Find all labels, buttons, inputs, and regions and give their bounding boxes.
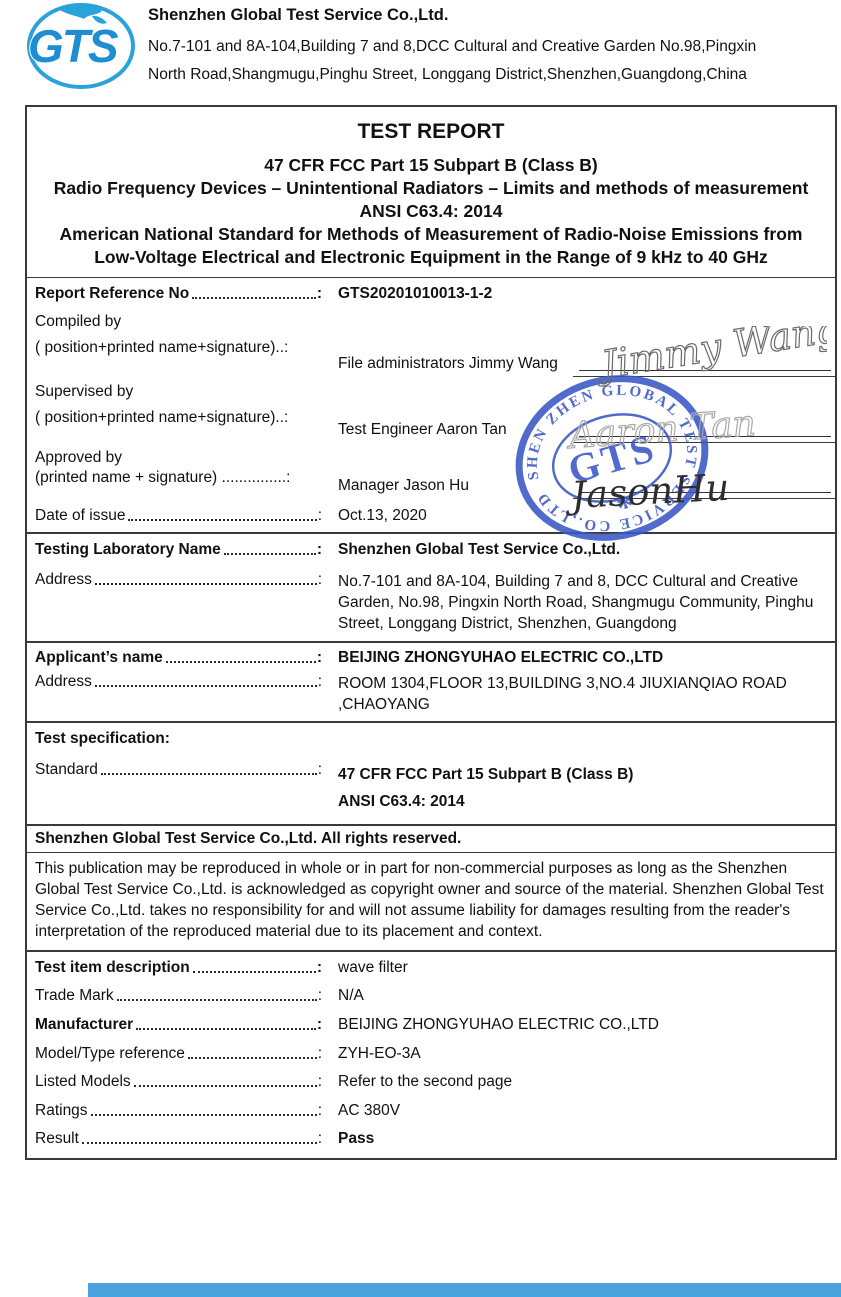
applicant-address-value: ROOM 1304,FLOOR 13,BUILDING 3,NO.4 JIUXI…	[338, 675, 787, 713]
dot-leader	[136, 1027, 316, 1030]
item-value: Pass	[338, 1130, 375, 1148]
signature-line	[579, 492, 831, 493]
approved-signature-cell	[573, 449, 835, 499]
item-label: Test item description:	[35, 958, 322, 976]
signatory-section: Report Reference No: GTS20201010013-1-2 …	[27, 278, 835, 534]
item-value: AC 380V	[338, 1101, 401, 1119]
signature-line	[579, 436, 831, 437]
title-block: TEST REPORT 47 CFR FCC Part 15 Subpart B…	[27, 107, 835, 278]
standard-line-3: ANSI C63.4: 2014	[359, 201, 503, 221]
standard-line-1: 47 CFR FCC Part 15 Subpart B (Class B)	[264, 155, 598, 175]
supervised-signature-cell	[573, 383, 835, 443]
test-spec-section: Test specification: Standard: 47 CFR FCC…	[27, 723, 835, 826]
date-of-issue-row: Date of issue: Oct.13, 2020	[27, 502, 835, 532]
compiled-by-value: File administrators Jimmy Wang	[338, 355, 558, 372]
item-label: Model/Type reference:	[35, 1044, 322, 1062]
lab-name-label: Testing Laboratory Name:	[35, 541, 322, 558]
item-row: Ratings: AC 380V	[27, 1098, 835, 1127]
lab-name-row: Testing Laboratory Name: Shenzhen Global…	[27, 538, 835, 562]
dot-leader	[94, 685, 317, 687]
item-value: BEIJING ZHONGYUHAO ELECTRIC CO.,LTD	[338, 1015, 659, 1033]
dot-leader	[192, 296, 316, 299]
dot-leader	[100, 773, 317, 775]
company-address-line2: North Road,Shangmugu,Pinghu Street, Long…	[148, 66, 747, 83]
compiled-by-row: Compiled by ( position+printed name+sign…	[27, 310, 835, 380]
test-spec-heading: Test specification:	[35, 730, 170, 747]
report-title: TEST REPORT	[357, 120, 505, 143]
date-of-issue-label: Date of issue:	[35, 506, 322, 524]
item-label: Trade Mark:	[35, 987, 322, 1005]
rights-section: Shenzhen Global Test Service Co.,Ltd. Al…	[27, 826, 835, 853]
dot-leader	[165, 661, 316, 663]
report-reference-label: Report Reference No:	[35, 284, 322, 302]
item-description-section: Test item description: wave filter Trade…	[27, 952, 835, 1158]
dot-leader	[223, 553, 316, 555]
item-label: Listed Models:	[35, 1073, 322, 1091]
letterhead-text: Shenzhen Global Test Service Co.,Ltd. No…	[148, 6, 838, 89]
report-reference-value: GTS20201010013-1-2	[338, 284, 493, 302]
standard-value-line1: 47 CFR FCC Part 15 Subpart B (Class B)	[338, 766, 634, 783]
item-row: Test item description: wave filter	[27, 955, 835, 984]
compiled-by-label: Compiled by ( position+printed name+sign…	[35, 313, 289, 356]
item-label: Ratings:	[35, 1101, 322, 1119]
disclaimer-text: This publication may be reproduced in wh…	[27, 853, 835, 952]
dot-leader	[90, 1113, 317, 1116]
standard-line-2: Radio Frequency Devices – Unintentional …	[53, 178, 809, 198]
standard-row: Standard: 47 CFR FCC Part 15 Subpart B (…	[27, 758, 835, 818]
applicant-name-row: Applicant’s name: BEIJING ZHONGYUHAO ELE…	[27, 646, 835, 670]
applicant-address-label: Address:	[35, 673, 322, 690]
standard-value: 47 CFR FCC Part 15 Subpart B (Class B) A…	[322, 761, 835, 815]
compiled-signature-cell	[573, 313, 835, 377]
dot-leader	[128, 518, 317, 521]
supervised-by-row: Supervised by ( position+printed name+si…	[27, 380, 835, 446]
standard-label: Standard:	[35, 761, 322, 778]
item-value: ZYH-EO-3A	[338, 1044, 421, 1062]
applicant-section: Applicant’s name: BEIJING ZHONGYUHAO ELE…	[27, 643, 835, 723]
item-label: Result:	[35, 1130, 322, 1148]
standard-value-line2: ANSI C63.4: 2014	[338, 793, 465, 810]
item-value: wave filter	[338, 958, 408, 976]
item-label: Manufacturer:	[35, 1015, 322, 1033]
approved-by-row: Approved by (printed name + signature) .…	[27, 446, 835, 502]
date-of-issue-value: Oct.13, 2020	[338, 506, 427, 524]
item-value: Refer to the second page	[338, 1073, 513, 1091]
report-table: TEST REPORT 47 CFR FCC Part 15 Subpart B…	[25, 105, 837, 1161]
lab-address-value: No.7-101 and 8A-104, Building 7 and 8, D…	[338, 573, 814, 632]
lab-address-row: Address: No.7-101 and 8A-104, Building 7…	[27, 568, 835, 637]
item-row: Model/Type reference: ZYH-EO-3A	[27, 1041, 835, 1070]
item-row: Listed Models: Refer to the second page	[27, 1069, 835, 1098]
applicant-address-row: Address: ROOM 1304,FLOOR 13,BUILDING 3,N…	[27, 670, 835, 718]
supervised-by-label: Supervised by ( position+printed name+si…	[35, 383, 289, 426]
approved-by-value: Manager Jason Hu	[338, 477, 469, 494]
page-bottom-bar	[88, 1283, 841, 1297]
item-row: Result: Pass	[27, 1127, 835, 1156]
logo-text: GTS	[28, 20, 119, 72]
dot-leader	[81, 1142, 317, 1145]
approved-by-label: Approved by (printed name + signature) .…	[35, 449, 291, 486]
dot-leader	[187, 1056, 317, 1059]
company-address-line1: No.7-101 and 8A-104,Building 7 and 8,DCC…	[148, 38, 757, 55]
item-row: Manufacturer: BEIJING ZHONGYUHAO ELECTRI…	[27, 1012, 835, 1041]
dot-leader	[192, 970, 316, 973]
dot-leader	[94, 583, 317, 585]
letterhead: GTS Shenzhen Global Test Service Co.,Ltd…	[0, 0, 841, 100]
lab-name-value: Shenzhen Global Test Service Co.,Ltd.	[338, 541, 621, 558]
company-name: Shenzhen Global Test Service Co.,Ltd.	[148, 6, 449, 24]
laboratory-section: Testing Laboratory Name: Shenzhen Global…	[27, 534, 835, 643]
dot-leader	[133, 1085, 317, 1088]
applicant-name-value: BEIJING ZHONGYUHAO ELECTRIC CO.,LTD	[338, 649, 664, 666]
report-reference-row: Report Reference No: GTS20201010013-1-2	[27, 280, 835, 310]
item-row: Trade Mark: N/A	[27, 984, 835, 1013]
applicant-name-label: Applicant’s name:	[35, 649, 322, 666]
supervised-by-value: Test Engineer Aaron Tan	[338, 421, 507, 438]
dot-leader	[116, 999, 317, 1002]
standard-line-4: American National Standard for Methods o…	[59, 224, 803, 267]
rights-text: Shenzhen Global Test Service Co.,Ltd. Al…	[35, 830, 462, 847]
signature-line	[579, 370, 831, 371]
gts-logo-icon: GTS	[27, 3, 135, 89]
item-value: N/A	[338, 987, 364, 1005]
lab-address-label: Address:	[35, 571, 322, 588]
